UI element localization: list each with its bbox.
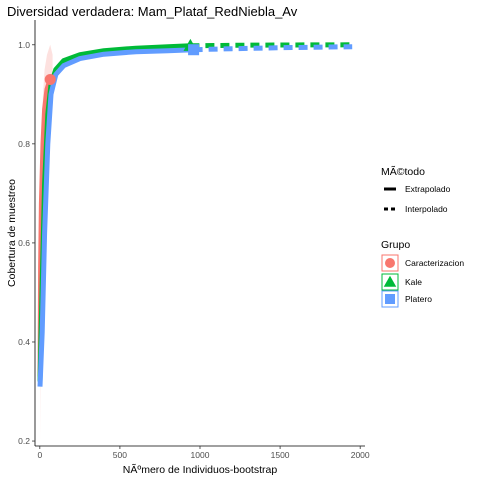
x-tick-label-2000: 2000 [351,450,370,460]
legend-key-box-kale [381,273,399,291]
line-extrapolated-platero [193,44,353,53]
legend-key-marker-platero [385,294,395,304]
legend-method-title: MÃ©todo [381,165,425,178]
legend-key-marker-caracterizacion [385,258,395,268]
legend-key-box-platero [381,290,399,308]
plot-area [37,38,353,442]
y-axis-title: Cobertura de muestreo [6,179,18,287]
y-tick-label-0-2: 0.2 [18,436,30,446]
line-interpolated-platero [37,47,194,387]
marker-observed-platero [188,44,200,56]
x-axis-title: NÃºmero de Individuos-bootstrap [123,463,278,476]
chart-title: Diversidad verdadera: Mam_Plataf_RedNieb… [7,4,298,19]
legend-group-title: Grupo [381,239,410,251]
y-tick-label-0-8: 0.8 [18,139,30,149]
y-tick-label-1: 1.0 [18,40,30,50]
legend-extrapolated-label: Extrapolado [405,184,451,194]
legend-key-box-caracterizacion [381,254,399,272]
y-tick-label-0-4: 0.4 [18,337,30,347]
x-tick-label-1500: 1500 [271,450,290,460]
legend-kale-label: Kale [405,277,422,287]
x-tick-label-1000: 1000 [191,450,210,460]
x-tick-label-500: 500 [113,450,127,460]
y-axis-ticks: 0.2 0.4 0.6 0.8 1.0 [18,40,35,446]
line-interpolated-kale [37,43,191,382]
legend-interpolated-label: Interpolado [405,204,448,214]
x-tick-label-0: 0 [37,450,42,460]
legend-caracterizacion-label: Caracterizacion [405,258,464,268]
y-tick-label-0-6: 0.6 [18,238,30,248]
legend-method: MÃ©todo Extrapolado Interpolado [381,165,451,214]
marker-observed-caracterizacion [44,73,56,85]
x-axis-ticks: 0 500 1000 1500 2000 [37,446,370,460]
legend-platero-label: Platero [405,294,432,304]
legend-key-marker-kale [383,275,397,287]
legend-group: Grupo Caracterizacion Kale Platero [381,239,464,308]
